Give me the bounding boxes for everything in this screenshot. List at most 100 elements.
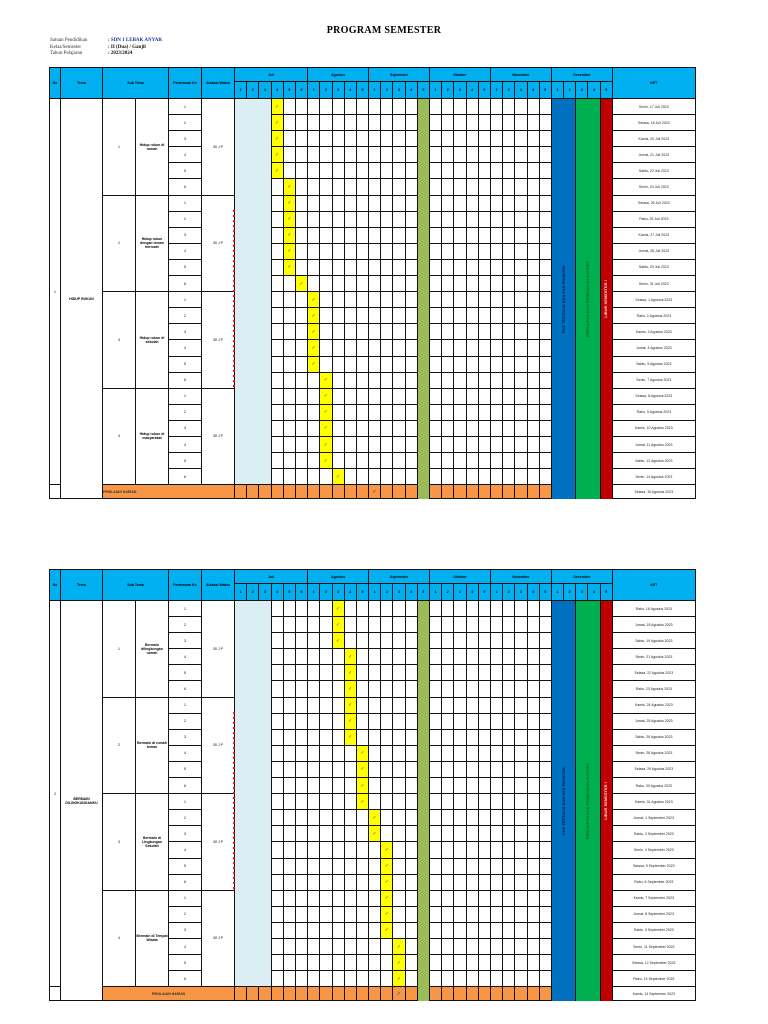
footer-week-cell xyxy=(294,986,309,1002)
header-month-september: September xyxy=(368,569,430,584)
week-cell xyxy=(538,114,552,132)
week-cell xyxy=(368,468,382,486)
footer-week-cell xyxy=(489,484,504,500)
week-cell xyxy=(319,728,333,746)
week-cell xyxy=(343,905,357,923)
week-cell xyxy=(270,355,284,373)
week-cell xyxy=(453,777,467,795)
week-cell xyxy=(514,307,528,325)
info-label: Kelas/Semester xyxy=(50,44,82,50)
ket-date: Sabtu, 2 September 2023 xyxy=(611,825,696,843)
week-cell xyxy=(465,178,479,196)
meeting-number: 6 xyxy=(168,371,202,389)
week-cell xyxy=(343,146,357,164)
meeting-number: 1 xyxy=(168,696,202,714)
week-cell xyxy=(428,648,443,666)
week-cell xyxy=(307,970,321,988)
week-cell xyxy=(465,403,479,421)
week-cell xyxy=(282,664,296,682)
week-cell xyxy=(441,307,455,325)
week-cell xyxy=(502,114,516,132)
week-cell xyxy=(294,760,309,779)
week-cell xyxy=(307,258,321,277)
week-cell xyxy=(514,599,528,618)
week-cell xyxy=(319,291,333,309)
week-cell xyxy=(453,825,467,843)
week-cell xyxy=(404,226,418,244)
week-cell xyxy=(355,452,370,470)
week-cell xyxy=(294,226,309,244)
week-cell xyxy=(489,873,504,891)
week-cell xyxy=(294,793,309,811)
ket-date: Senin, 21 Agustus 2023 xyxy=(611,648,696,666)
footer-week-cell xyxy=(538,484,552,500)
ket-date: Kamis, 3 Agustus 2023 xyxy=(611,323,696,341)
footer-week-cell xyxy=(270,986,284,1002)
week-cell xyxy=(477,921,491,939)
week-cell xyxy=(392,664,406,682)
header-week: 6 xyxy=(294,583,309,601)
week-cell xyxy=(428,954,443,972)
week-cell xyxy=(392,355,406,373)
week-cell xyxy=(477,809,491,827)
week-cell xyxy=(514,809,528,827)
week-cell xyxy=(441,114,455,132)
week-check-cell: ✓ xyxy=(343,648,357,666)
week-cell xyxy=(477,226,491,244)
week-cell xyxy=(392,242,406,260)
week-cell xyxy=(465,889,479,907)
week-cell xyxy=(319,793,333,811)
week-cell xyxy=(331,146,345,164)
week-cell xyxy=(514,371,528,389)
week-cell xyxy=(331,921,345,939)
header-week: 1 xyxy=(233,583,248,601)
week-cell xyxy=(294,728,309,746)
week-cell xyxy=(319,178,333,196)
pas-label: PAS TERTULIS DAN PAS PRAKTEK xyxy=(560,264,566,333)
week-cell xyxy=(331,307,345,325)
footer-penilaian-harian: PENILAIAN HARIAN xyxy=(102,986,235,1002)
week-cell xyxy=(319,307,333,325)
ket-date: Jumat, 4 Agustus 2023 xyxy=(611,339,696,357)
week-cell xyxy=(477,146,491,164)
week-cell xyxy=(368,162,382,180)
week-cell xyxy=(538,599,552,618)
week-cell xyxy=(282,162,296,180)
info-value: : II (Dua) / Ganjil xyxy=(108,44,146,50)
meeting-number: 5 xyxy=(168,664,202,682)
week-cell xyxy=(428,632,443,650)
week-cell xyxy=(441,194,455,212)
week-cell xyxy=(514,162,528,180)
footer-week-cell xyxy=(404,484,418,500)
week-cell xyxy=(368,146,382,164)
week-cell xyxy=(477,452,491,470)
week-cell xyxy=(294,307,309,325)
week-cell xyxy=(282,937,296,956)
week-cell xyxy=(355,921,370,939)
week-cell xyxy=(465,632,479,650)
week-cell xyxy=(477,793,491,811)
week-cell xyxy=(331,291,345,309)
week-cell xyxy=(428,355,443,373)
info-label: Tahun Pelajaran xyxy=(50,51,83,56)
week-cell xyxy=(404,371,418,389)
week-cell xyxy=(380,339,394,357)
week-cell xyxy=(307,178,321,196)
week-cell xyxy=(489,323,504,341)
week-cell xyxy=(380,760,394,779)
week-cell xyxy=(343,162,357,180)
week-cell xyxy=(441,162,455,180)
meeting-number: 6 xyxy=(168,873,202,891)
week-cell xyxy=(453,162,467,180)
week-cell xyxy=(319,599,333,618)
footer-week-cell xyxy=(380,484,394,500)
week-cell xyxy=(294,937,309,956)
week-cell xyxy=(489,226,504,244)
week-cell xyxy=(392,825,406,843)
week-cell xyxy=(343,275,357,293)
header-ket: KET xyxy=(611,67,696,99)
week-cell xyxy=(477,435,491,454)
week-cell xyxy=(538,841,552,859)
week-cell xyxy=(526,599,540,618)
footer-week-cell xyxy=(343,484,357,500)
